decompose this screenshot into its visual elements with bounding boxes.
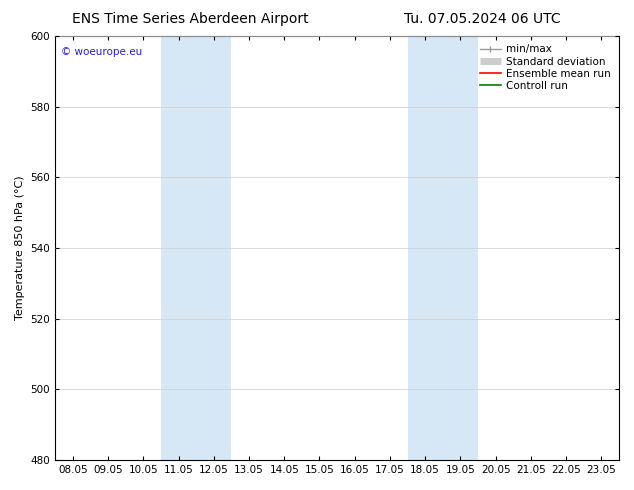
Bar (408, 36, 478, 460)
Y-axis label: Temperature 850 hPa (°C): Temperature 850 hPa (°C) (15, 176, 25, 320)
Legend: min/max, Standard deviation, Ensemble mean run, Controll run: min/max, Standard deviation, Ensemble me… (477, 41, 614, 94)
Text: ENS Time Series Aberdeen Airport: ENS Time Series Aberdeen Airport (72, 12, 309, 26)
Bar (161, 36, 231, 460)
Text: © woeurope.eu: © woeurope.eu (61, 47, 142, 57)
Text: Tu. 07.05.2024 06 UTC: Tu. 07.05.2024 06 UTC (403, 12, 560, 26)
